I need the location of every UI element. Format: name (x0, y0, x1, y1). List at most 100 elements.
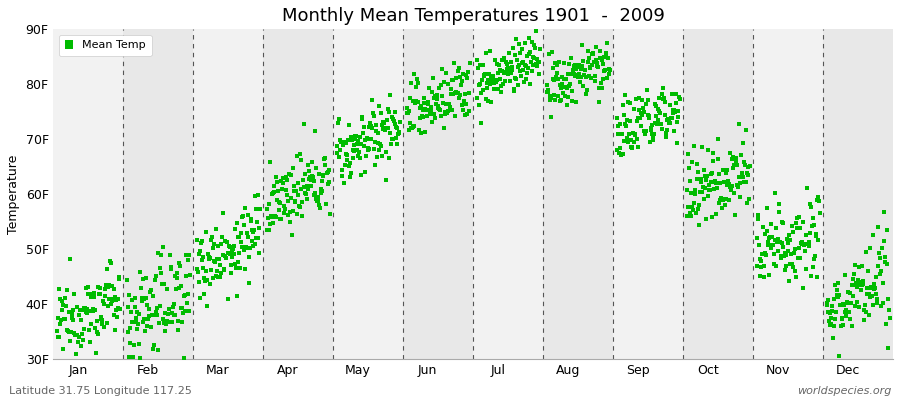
Point (788, 220, 803, 226)
Point (413, 115, 428, 122)
Point (86, 294, 101, 300)
Point (544, 95, 559, 101)
Point (279, 187, 293, 193)
Point (63, 256, 77, 262)
Point (295, 199, 310, 206)
Point (225, 248, 239, 254)
Point (98, 293, 112, 300)
Point (280, 192, 294, 198)
Point (736, 174, 751, 180)
Point (432, 106, 446, 112)
Point (629, 96, 643, 102)
Point (278, 174, 293, 181)
Point (311, 194, 326, 200)
Bar (824, 29, 893, 359)
Point (751, 212, 765, 218)
Point (850, 299, 865, 306)
Point (473, 90, 488, 96)
Point (493, 67, 508, 73)
Point (653, 110, 668, 116)
Point (740, 200, 754, 206)
Point (501, 71, 516, 78)
Point (274, 178, 289, 184)
Point (339, 140, 354, 146)
Point (83, 308, 97, 314)
Point (205, 234, 220, 240)
Point (321, 181, 336, 187)
Point (609, 115, 624, 121)
Point (698, 177, 713, 183)
Point (89, 350, 104, 356)
Point (663, 115, 678, 122)
Point (165, 319, 179, 325)
Point (384, 141, 399, 148)
Point (688, 191, 703, 197)
Point (824, 315, 838, 321)
Point (280, 177, 294, 183)
Point (442, 101, 456, 108)
Point (357, 136, 372, 143)
Point (733, 194, 747, 200)
Point (439, 70, 454, 76)
Point (512, 62, 526, 69)
Point (598, 67, 612, 74)
Point (808, 231, 823, 238)
Point (167, 312, 182, 318)
Point (585, 51, 599, 58)
Point (868, 290, 883, 297)
Point (80, 310, 94, 316)
Point (365, 110, 380, 116)
Point (355, 116, 369, 122)
Point (882, 307, 896, 313)
Point (260, 226, 274, 233)
Point (788, 246, 802, 252)
Point (724, 187, 738, 193)
Point (590, 64, 605, 70)
Point (270, 179, 284, 185)
Point (61, 329, 76, 336)
Point (56, 302, 70, 308)
Point (125, 297, 140, 303)
Point (266, 183, 281, 190)
Point (873, 254, 887, 261)
Point (418, 100, 433, 106)
Point (497, 54, 511, 61)
Point (120, 277, 134, 283)
Point (410, 99, 425, 105)
Point (485, 78, 500, 84)
Point (541, 89, 555, 95)
Point (411, 80, 426, 86)
Point (302, 176, 316, 182)
Point (446, 90, 460, 97)
Point (91, 284, 105, 290)
Point (763, 234, 778, 240)
Point (732, 174, 746, 181)
Point (780, 240, 795, 246)
Point (122, 340, 137, 346)
Point (199, 268, 213, 274)
Point (333, 147, 347, 154)
Point (109, 297, 123, 303)
Point (376, 119, 391, 126)
Point (182, 308, 196, 314)
Point (190, 237, 204, 243)
Point (517, 59, 531, 66)
Point (359, 136, 374, 142)
Point (174, 305, 188, 311)
Point (403, 120, 418, 126)
Point (51, 334, 66, 340)
Point (418, 106, 433, 112)
Point (159, 318, 174, 324)
Point (523, 80, 537, 87)
Bar (473, 29, 544, 359)
Point (510, 64, 525, 70)
Point (76, 337, 90, 344)
Point (86, 308, 100, 314)
Point (664, 115, 679, 122)
Point (152, 320, 166, 326)
Point (195, 257, 210, 263)
Point (449, 89, 464, 95)
Point (588, 72, 602, 79)
Point (812, 198, 826, 204)
Point (386, 116, 400, 122)
